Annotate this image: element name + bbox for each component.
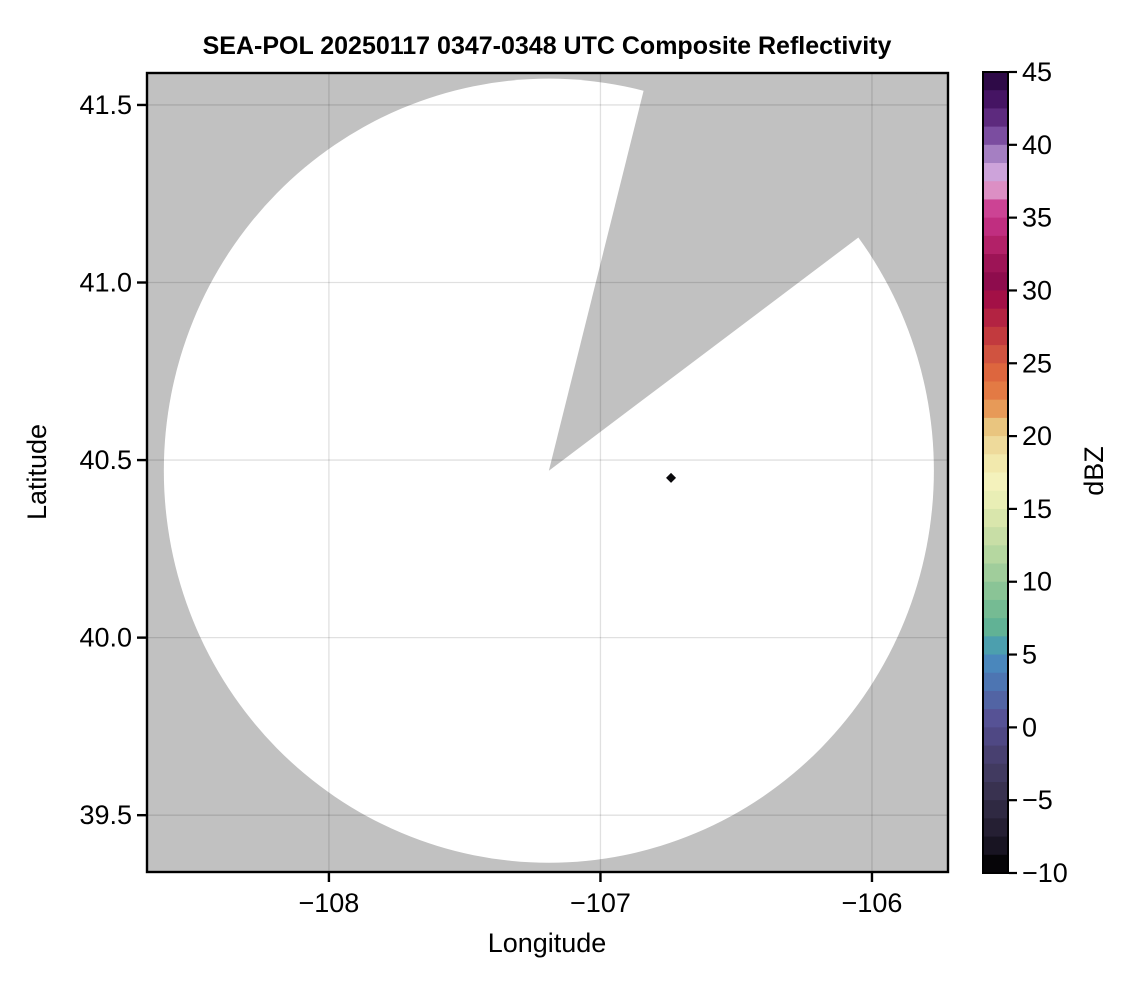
colorbar-band bbox=[983, 508, 1008, 528]
colorbar-band bbox=[983, 709, 1008, 729]
colorbar-band bbox=[983, 363, 1008, 383]
colorbar-band bbox=[983, 690, 1008, 710]
colorbar-band bbox=[983, 126, 1008, 146]
colorbar-tick-label: 5 bbox=[1022, 640, 1037, 670]
colorbar-band bbox=[983, 199, 1008, 219]
colorbar-band bbox=[983, 290, 1008, 310]
colorbar-band bbox=[983, 599, 1008, 619]
colorbar-band bbox=[983, 636, 1008, 656]
colorbar-band bbox=[983, 345, 1008, 364]
colorbar-band bbox=[983, 563, 1008, 583]
colorbar-tick-label: 10 bbox=[1022, 567, 1052, 597]
x-tick-label: −107 bbox=[570, 888, 631, 918]
plot-area: −108 −107 −106 41.5 41.0 40.5 40.0 39.5 45 40 35 30… bbox=[79, 57, 1068, 918]
colorbar-band bbox=[983, 472, 1008, 492]
colorbar-band bbox=[983, 72, 1008, 91]
colorbar-band bbox=[983, 254, 1008, 273]
colorbar-band bbox=[983, 854, 1008, 873]
colorbar-outline bbox=[982, 71, 1009, 874]
colorbar-band bbox=[983, 272, 1008, 292]
colorbar-band bbox=[983, 181, 1008, 201]
colorbar-band bbox=[983, 90, 1008, 110]
blocked-sector-wedge bbox=[548, 73, 948, 471]
y-tick-label: 41.5 bbox=[79, 90, 132, 120]
x-tick-label: −108 bbox=[299, 888, 360, 918]
colorbar-band bbox=[983, 527, 1008, 547]
colorbar-band bbox=[983, 745, 1008, 765]
colorbar-band bbox=[983, 235, 1008, 255]
colorbar-tick-label: 25 bbox=[1022, 348, 1052, 378]
colorbar-tick-label: 35 bbox=[1022, 203, 1052, 233]
colorbar-band bbox=[983, 545, 1008, 565]
axes-spine bbox=[145, 71, 950, 874]
colorbar-band bbox=[983, 727, 1008, 747]
colorbar-band bbox=[983, 436, 1008, 455]
colorbar-band bbox=[983, 399, 1008, 419]
y-axis-label: Latitude bbox=[22, 424, 52, 520]
colorbar-band bbox=[983, 326, 1008, 346]
colorbar-band bbox=[983, 781, 1008, 801]
colorbar-band bbox=[983, 490, 1008, 510]
colorbar-band bbox=[983, 618, 1008, 638]
colorbar-band bbox=[983, 763, 1008, 783]
colorbar-tick-label: 0 bbox=[1022, 712, 1037, 742]
colorbar-axis-label: dBZ bbox=[1079, 446, 1109, 496]
colorbar-band bbox=[983, 672, 1008, 692]
colorbar-band bbox=[983, 381, 1008, 401]
colorbar-band bbox=[983, 654, 1008, 674]
colorbar-band bbox=[983, 217, 1008, 237]
y-tick-label: 40.0 bbox=[79, 623, 132, 653]
colorbar-band bbox=[983, 800, 1008, 820]
colorbar-band bbox=[983, 818, 1008, 838]
colorbar-tick-label: −10 bbox=[1022, 858, 1068, 888]
y-tick-label: 41.0 bbox=[79, 268, 132, 298]
colorbar-band bbox=[983, 144, 1008, 164]
colorbar-band bbox=[983, 454, 1008, 474]
colorbar-tick-label: 40 bbox=[1022, 130, 1052, 160]
colorbar-band bbox=[983, 581, 1008, 601]
colorbar-tick-label: 30 bbox=[1022, 275, 1052, 305]
colorbar-tick-label: 20 bbox=[1022, 421, 1052, 451]
x-axis-label: Longitude bbox=[488, 928, 607, 958]
echo-marker bbox=[666, 472, 677, 483]
colorbar-band bbox=[983, 108, 1008, 128]
colorbar-band bbox=[983, 163, 1008, 182]
colorbar-band bbox=[983, 836, 1008, 856]
colorbar-band bbox=[983, 308, 1008, 328]
plot-title: SEA-POL 20250117 0347-0348 UTC Composite… bbox=[203, 32, 892, 60]
colorbar-tick-label: 45 bbox=[1022, 57, 1052, 87]
colorbar-tick-label: 15 bbox=[1022, 494, 1052, 524]
x-tick-label: −106 bbox=[842, 888, 903, 918]
clipped-map-layer bbox=[147, 73, 948, 872]
colorbar-tick-label: −5 bbox=[1022, 785, 1053, 815]
y-tick-label: 39.5 bbox=[79, 800, 132, 830]
colorbar-band bbox=[983, 417, 1008, 437]
y-tick-label: 40.5 bbox=[79, 445, 132, 475]
